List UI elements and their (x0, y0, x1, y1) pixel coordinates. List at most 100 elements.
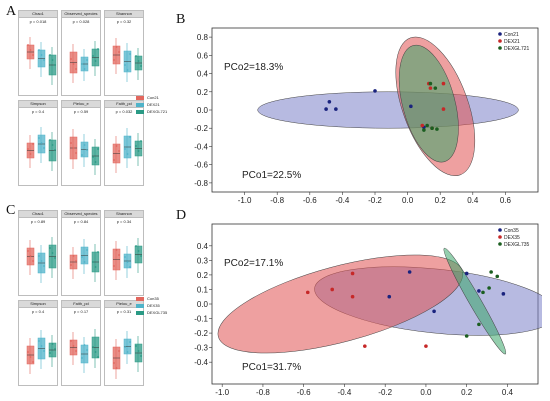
legend-label: DEX21 (504, 39, 520, 45)
box-point (94, 351, 97, 353)
facet-title: Faith_pd (62, 301, 100, 308)
box-point (51, 59, 54, 61)
data-point (428, 86, 433, 90)
box-point (137, 60, 140, 62)
facet-p-value: p = 0.028 (72, 19, 90, 24)
box-point (81, 63, 83, 65)
box-point (51, 252, 54, 254)
box-point (70, 340, 72, 342)
box-point (54, 64, 56, 66)
box-point (86, 59, 88, 61)
data-point (477, 322, 481, 327)
box-point (140, 255, 142, 257)
box-point (94, 60, 97, 62)
box-point (97, 48, 99, 50)
data-point (477, 289, 481, 293)
box-point (43, 350, 45, 352)
y-tick-label: 0.8 (197, 33, 209, 42)
legend-label: Con21 (504, 32, 519, 38)
box-point (97, 356, 99, 358)
boxplot-facet: Observed_species p = 0.84 (61, 210, 101, 296)
legend-swatch (136, 95, 144, 100)
x-tick-label: -0.8 (256, 388, 270, 397)
x-tick-label: 0.2 (461, 388, 473, 397)
box-point (43, 265, 45, 267)
panel-label-d: D (176, 208, 187, 223)
box-point (29, 356, 32, 358)
box-point (86, 149, 88, 151)
box-point (29, 255, 32, 257)
box-point (54, 257, 56, 259)
box-point (137, 350, 140, 352)
box-point (140, 355, 142, 357)
box-point (83, 144, 86, 146)
box-point (135, 55, 137, 57)
boxplot-facet: Shannon p = 0.32 (104, 10, 144, 96)
data-point (425, 123, 429, 128)
y-tick-label: 0.4 (197, 70, 209, 79)
boxplot-facet: Pielou_e p = 0.59 (61, 100, 101, 186)
box-point (32, 361, 34, 363)
box-point (75, 350, 77, 352)
box-point (135, 245, 137, 247)
box-point (49, 139, 51, 141)
y-tick-label: -0.4 (194, 142, 208, 151)
x-tick-label: -0.2 (368, 196, 382, 205)
data-point (433, 86, 438, 90)
box-point (72, 63, 75, 65)
box-point (126, 153, 129, 155)
box-point (75, 260, 77, 262)
facet-p-value: p = 0.4 (31, 109, 45, 114)
panel-c-legend: Con35 DEX35 DEXGL735 (136, 296, 167, 317)
box-point (43, 147, 45, 149)
legend-label: DEX21 (147, 102, 160, 107)
box-point (27, 351, 29, 353)
data-point (327, 100, 332, 104)
legend-swatch (136, 296, 144, 301)
facet-p-value: p = 0.84 (73, 219, 89, 224)
facet-title: Simpson (19, 301, 57, 308)
y-tick-label: 0.1 (197, 285, 209, 294)
legend-swatch (136, 109, 144, 114)
pco1-annotation: PCo1=31.7% (242, 362, 301, 373)
pco2-annotation: PCo2=17.1% (224, 258, 283, 269)
legend-label: DEX35 (147, 303, 160, 308)
pco2-annotation: PCo2=18.3% (224, 62, 283, 73)
facet-p-value: p = 0.17 (73, 309, 89, 314)
x-tick-label: 0.4 (502, 388, 514, 397)
box-point (126, 69, 129, 71)
pco1-annotation: PCo1=22.5% (242, 170, 301, 181)
box-point (115, 145, 118, 147)
data-point (422, 128, 426, 132)
box-point (129, 53, 131, 55)
box-point (51, 144, 54, 146)
data-point (495, 274, 500, 279)
data-point (489, 270, 493, 274)
box-point (124, 346, 126, 348)
box-point (38, 49, 40, 51)
boxplot-facet: Chao1 p = 0.018 (18, 10, 58, 96)
facet-title: Shannon (105, 211, 143, 218)
box-point (129, 341, 131, 343)
box-point (40, 54, 43, 56)
box-point (70, 142, 72, 144)
box-point (115, 367, 118, 369)
box-point (27, 250, 29, 252)
box-point (38, 137, 40, 139)
box-point (43, 59, 45, 61)
box-point (49, 54, 51, 56)
panel-a-legend: Con21 DEX21 DEXGL721 (136, 95, 167, 116)
box-point (86, 249, 88, 251)
box-point (32, 260, 34, 262)
legend-label: Con35 (147, 296, 159, 301)
box-point (75, 68, 77, 70)
box-point (137, 250, 140, 252)
data-point (464, 334, 469, 338)
group-ellipse (443, 247, 507, 355)
x-tick-label: -0.6 (303, 196, 317, 205)
boxplot-facet: Faith_pd p = 0.032 (104, 100, 144, 186)
boxplot-facet: Chao1 p = 0.89 (18, 210, 58, 296)
box-point (40, 142, 43, 144)
facet-p-value: p = 0.31 (116, 309, 132, 314)
box-point (94, 266, 97, 268)
